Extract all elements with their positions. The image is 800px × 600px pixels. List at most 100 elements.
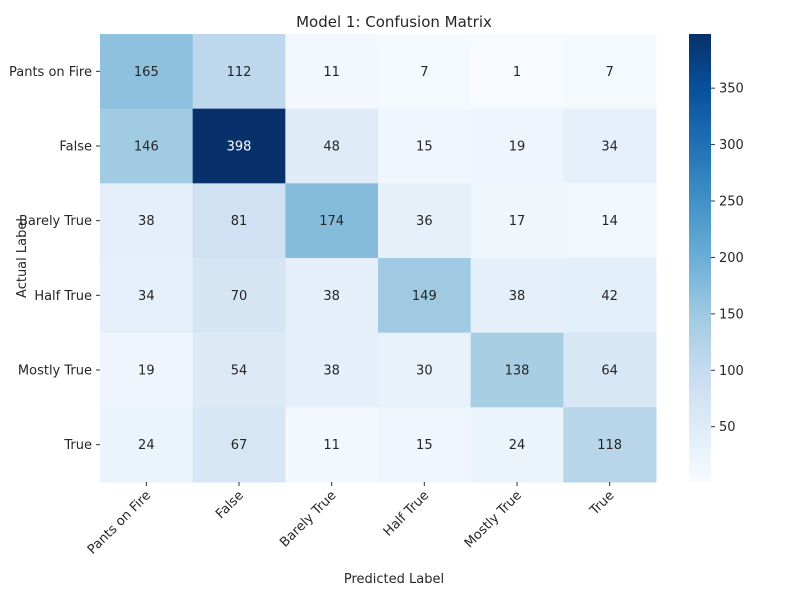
heatmap-cell — [378, 258, 472, 334]
cell-value-label: 64 — [601, 364, 618, 379]
heatmap-cell — [563, 407, 657, 483]
cell-value-label: 7 — [420, 65, 428, 80]
heatmap-cell — [100, 108, 194, 184]
cell-value-label: 1 — [513, 65, 521, 80]
heatmap-cell — [100, 34, 194, 110]
cell-value-label: 174 — [319, 214, 344, 229]
cell-value-label: 17 — [509, 214, 526, 229]
y-axis-ticks: Pants on Fire False Barely True Half True Mo… — [9, 65, 100, 453]
heatmap-cell — [285, 332, 379, 408]
heatmap-cell — [285, 183, 379, 259]
heatmap-cell — [563, 258, 657, 334]
cell-value-label: 24 — [138, 438, 155, 453]
heatmap-cell — [192, 183, 286, 259]
cell-value-label: 42 — [601, 289, 618, 304]
heatmap-cell — [100, 407, 194, 483]
y-tick-label: True — [63, 438, 92, 453]
heatmap-cell — [563, 34, 657, 110]
cell-value-label: 36 — [416, 214, 433, 229]
heatmap-cell — [100, 183, 194, 259]
colorbar: 50 100 150 200 250 300 350 — [689, 34, 744, 482]
heatmap-cell — [100, 332, 194, 408]
cell-value-label: 24 — [509, 438, 526, 453]
heatmap-cell — [563, 108, 657, 184]
colorbar-tick-label: 150 — [719, 307, 744, 322]
cell-value-label: 38 — [323, 289, 340, 304]
colorbar-gradient — [689, 34, 711, 482]
heatmap-cell — [470, 108, 564, 184]
heatmap-cell — [563, 332, 657, 408]
y-tick-label: Mostly True — [18, 364, 92, 379]
cell-value-label: 398 — [227, 140, 252, 155]
cell-value-label: 146 — [134, 140, 159, 155]
y-tick-label: Pants on Fire — [9, 65, 92, 80]
y-tick-label: Half True — [34, 289, 92, 304]
cell-value-label: 67 — [231, 438, 248, 453]
cell-value-label: 38 — [509, 289, 526, 304]
heatmap-cell — [285, 407, 379, 483]
x-tick-label: Mostly True — [462, 488, 525, 551]
colorbar-tick-label: 250 — [719, 195, 744, 210]
x-axis-label: Predicted Label — [344, 572, 444, 587]
cell-value-label: 112 — [227, 65, 252, 80]
cell-value-label: 38 — [138, 214, 155, 229]
heatmap-cell — [378, 407, 472, 483]
colorbar-tick-label: 350 — [719, 82, 744, 97]
heatmap-cell — [285, 258, 379, 334]
chart-title: Model 1: Confusion Matrix — [296, 13, 492, 31]
heatmap-cell — [378, 183, 472, 259]
x-tick-label: Pants on Fire — [85, 488, 154, 557]
cell-value-label: 165 — [134, 65, 159, 80]
cell-value-label: 149 — [412, 289, 437, 304]
cell-value-label: 11 — [323, 65, 340, 80]
x-tick-label: True — [587, 488, 618, 519]
cell-value-label: 34 — [138, 289, 155, 304]
cell-value-label: 15 — [416, 438, 433, 453]
cell-value-label: 48 — [323, 140, 340, 155]
heatmap-cell — [470, 258, 564, 334]
cell-value-label: 14 — [601, 214, 618, 229]
x-axis-ticks: Pants on Fire False Barely True Half True Mo… — [85, 482, 618, 558]
heatmap-cell — [378, 34, 472, 110]
cell-value-label: 19 — [509, 140, 526, 155]
heatmap-cell — [470, 407, 564, 483]
y-axis-label: Actual Label — [15, 218, 30, 298]
heatmap-cell — [192, 407, 286, 483]
colorbar-tick-label: 100 — [719, 364, 744, 379]
heatmap-cell — [100, 258, 194, 334]
cell-value-label: 81 — [231, 214, 248, 229]
colorbar-tick-label: 200 — [719, 251, 744, 266]
cell-value-label: 11 — [323, 438, 340, 453]
heatmap-cell — [378, 332, 472, 408]
heatmap-cell — [192, 34, 286, 110]
cell-value-label: 70 — [231, 289, 248, 304]
x-tick-label: False — [213, 488, 247, 522]
heatmap-cell — [563, 183, 657, 259]
heatmap-cell — [192, 108, 286, 184]
cell-value-label: 118 — [597, 438, 622, 453]
cell-value-label: 54 — [231, 364, 248, 379]
heatmap-cell — [378, 108, 472, 184]
cell-value-label: 34 — [601, 140, 618, 155]
cell-value-label: 38 — [323, 364, 340, 379]
cell-value-label: 7 — [606, 65, 614, 80]
cell-value-label: 15 — [416, 140, 433, 155]
colorbar-tick-label: 300 — [719, 138, 744, 153]
cell-value-label: 30 — [416, 364, 433, 379]
y-tick-label: Barely True — [19, 214, 92, 229]
cell-value-label: 19 — [138, 364, 155, 379]
heatmap-cell — [470, 332, 564, 408]
x-tick-label: Barely True — [277, 488, 339, 550]
heatmap-cell — [192, 258, 286, 334]
heatmap-cell — [470, 183, 564, 259]
heatmap-cell — [285, 34, 379, 110]
x-tick-label: Half True — [381, 488, 432, 539]
heatmap-cell — [470, 34, 564, 110]
colorbar-tick-label: 50 — [719, 420, 736, 435]
heatmap-cell — [285, 108, 379, 184]
y-tick-label: False — [59, 140, 92, 155]
heatmap-cell — [192, 332, 286, 408]
cell-value-label: 138 — [505, 364, 530, 379]
